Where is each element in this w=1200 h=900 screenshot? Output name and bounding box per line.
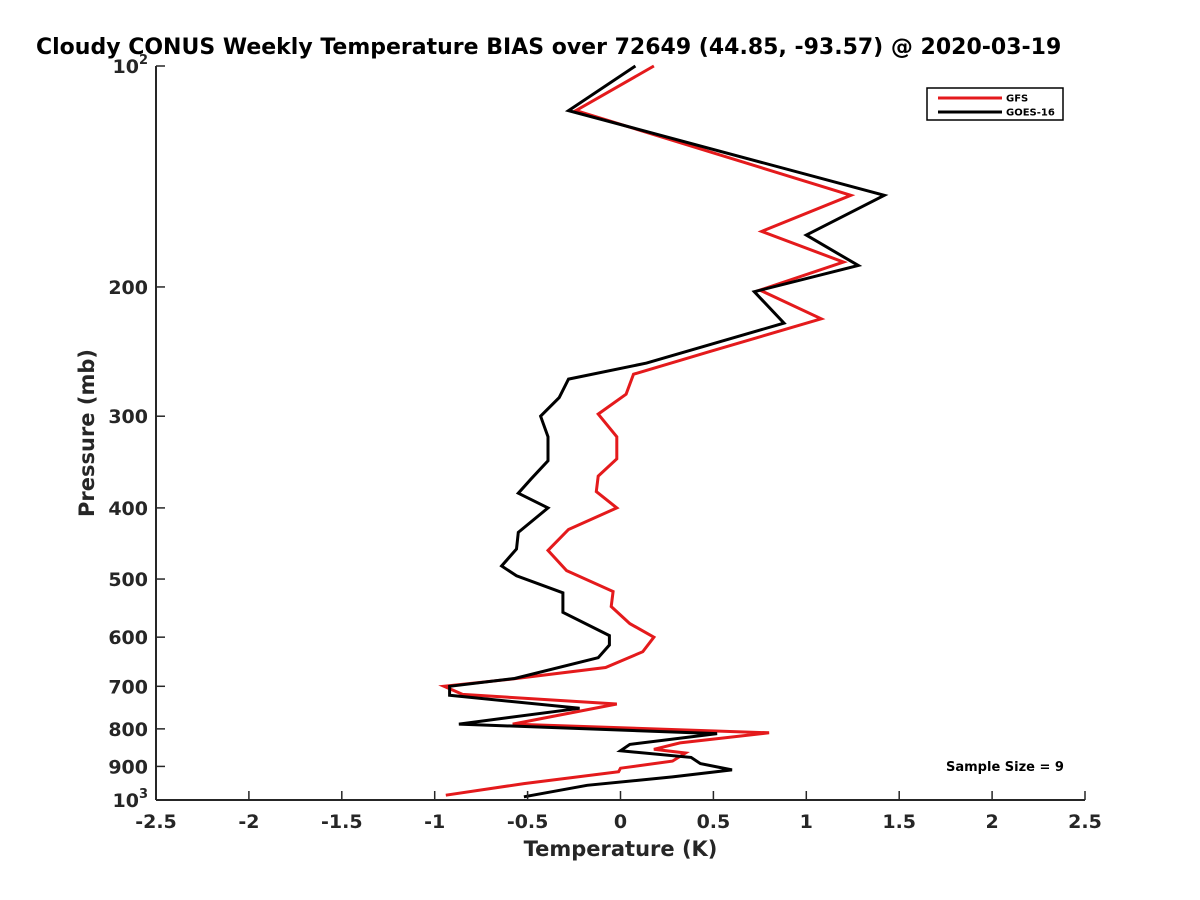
x-tick-label: 2 [985, 811, 998, 833]
y-tick-label: 600 [108, 627, 148, 649]
y-tick-label: 900 [108, 756, 148, 778]
y-tick-label: 103 [113, 787, 149, 812]
series-line-goes-16 [448, 64, 889, 799]
sample-size-annotation: Sample Size = 9 [946, 760, 1064, 775]
y-ticks: 102 200 300 400 500 600 700 800 900 103 [108, 53, 165, 812]
y-tick-label: 200 [108, 277, 148, 299]
y-tick-label: 800 [108, 719, 148, 741]
x-tick-label: 2.5 [1068, 811, 1102, 833]
legend-label: GOES-16 [1006, 108, 1055, 119]
x-tick-label: -2 [238, 811, 259, 833]
series-line-gfs [438, 64, 856, 797]
x-axis-label: Temperature (K) [524, 837, 718, 861]
y-tick-label: 102 [113, 53, 149, 78]
x-tick-label: 0.5 [697, 811, 731, 833]
x-tick-label: -0.5 [507, 811, 549, 833]
y-tick-exponent: 2 [139, 53, 148, 68]
y-tick-label: 700 [108, 676, 148, 698]
y-axis-label: Pressure (mb) [75, 349, 99, 517]
y-tick-exponent: 3 [139, 787, 148, 802]
y-tick-label: 300 [108, 406, 148, 428]
legend: GFS GOES-16 [926, 87, 1064, 121]
y-tick-label: 500 [108, 569, 148, 591]
x-ticks: -2.5 -2 -1.5 -1 -0.5 0 0.5 1 1.5 2 2.5 [135, 791, 1102, 833]
x-tick-label: -2.5 [135, 811, 177, 833]
x-tick-label: -1 [424, 811, 445, 833]
x-tick-label: 1 [800, 811, 813, 833]
legend-box [926, 87, 1064, 121]
y-tick-label: 400 [108, 498, 148, 520]
x-tick-label: 1.5 [882, 811, 916, 833]
x-tick-label: -1.5 [321, 811, 363, 833]
axes [155, 66, 1085, 801]
x-tick-label: 0 [614, 811, 627, 833]
legend-label: GFS [1006, 94, 1028, 105]
chart-title: Cloudy CONUS Weekly Temperature BIAS ove… [36, 35, 1061, 60]
series-layer [438, 64, 889, 799]
